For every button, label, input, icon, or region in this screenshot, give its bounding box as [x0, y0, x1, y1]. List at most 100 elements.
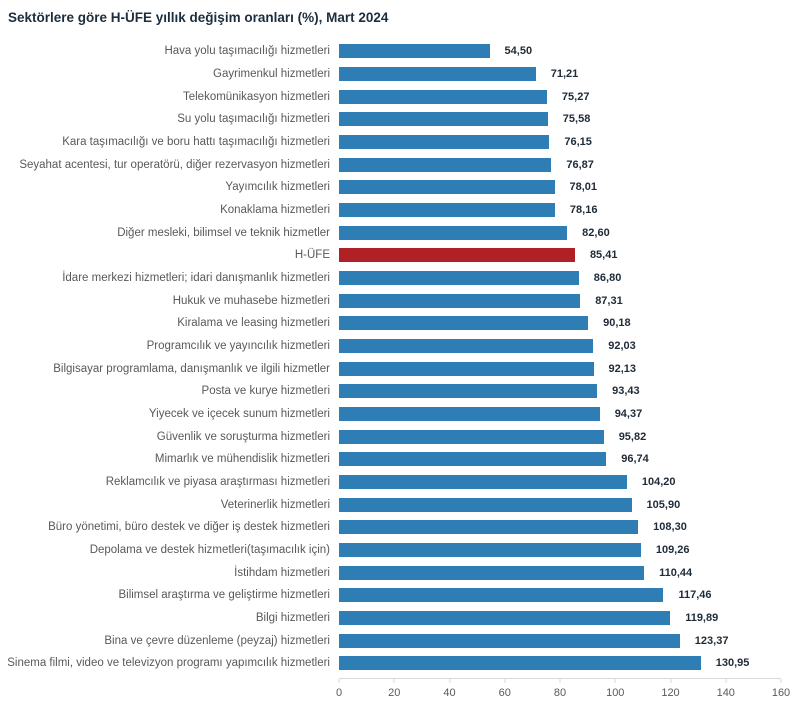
bar[interactable]	[339, 112, 548, 127]
x-tick-label: 20	[388, 686, 401, 699]
x-tick-mark	[780, 678, 782, 683]
category-label: Telekomünikasyon hizmetleri	[182, 90, 330, 103]
x-tick-label: 0	[335, 686, 343, 699]
value-label: 75,27	[561, 90, 590, 103]
bar[interactable]	[339, 89, 547, 104]
bar[interactable]	[339, 135, 550, 150]
bar-row: Reklamcılık ve piyasa araştırması hizmet…	[0, 471, 811, 494]
bar-row: Yiyecek ve içecek sunum hizmetleri 94,37	[0, 403, 811, 426]
bar-row: İdare merkezi hizmetleri; idari danışman…	[0, 267, 811, 290]
bar[interactable]	[339, 497, 632, 512]
bar[interactable]	[339, 248, 575, 263]
bar-row: Mimarlık ve mühendislik hizmetleri 96,74	[0, 448, 811, 471]
bar[interactable]	[339, 565, 645, 580]
bar-track: 94,37	[339, 407, 781, 422]
bar[interactable]	[339, 203, 555, 218]
category-label: Seyahat acentesi, tur operatörü, diğer r…	[19, 158, 330, 171]
bar-row: Güvenlik ve soruşturma hizmetleri 95,82	[0, 425, 811, 448]
bar-track: 130,95	[339, 656, 781, 671]
category-label: Gayrimenkul hizmetleri	[213, 68, 330, 80]
bar-row: Bilgi hizmetleri 119,89	[0, 607, 811, 630]
bar-track: 71,21	[339, 67, 781, 81]
bar-row: Telekomünikasyon hizmetleri 75,27	[0, 85, 811, 108]
bar[interactable]	[339, 384, 598, 399]
category-label: Veterinerlik hizmetleri	[220, 498, 330, 511]
bar-track: 76,87	[339, 157, 781, 172]
bar[interactable]	[339, 271, 579, 286]
x-tick-label: 40	[443, 686, 456, 699]
value-label: 110,44	[659, 566, 693, 579]
bar[interactable]	[339, 67, 536, 81]
bar-row: H-ÜFE 85,41	[0, 244, 811, 267]
bar-row: Bina ve çevre düzenleme (peyzaj) hizmetl…	[0, 629, 811, 652]
value-label: 82,60	[582, 226, 610, 239]
category-label: Bilgi hizmetleri	[255, 612, 330, 625]
x-tick-mark	[504, 678, 506, 683]
bar[interactable]	[339, 656, 701, 671]
bar[interactable]	[339, 180, 555, 195]
bar-track: 54,50	[339, 44, 781, 59]
bar-row: Konaklama hizmetleri 78,16	[0, 199, 811, 222]
bar[interactable]	[339, 475, 627, 490]
bar[interactable]	[339, 293, 581, 308]
category-label: Yayımcılık hizmetleri	[225, 181, 330, 194]
category-label: Yiyecek ve içecek sunum hizmetleri	[148, 408, 330, 421]
x-axis-row: 0 20 40 60 80 100 120 140 160	[0, 677, 811, 705]
bar[interactable]	[339, 543, 641, 558]
bar-track: 93,43	[339, 384, 781, 399]
category-label: Programcılık ve yayıncılık hizmetleri	[146, 340, 330, 353]
bar[interactable]	[339, 633, 680, 648]
x-axis-spacer	[0, 678, 339, 705]
bar-row: Seyahat acentesi, tur operatörü, diğer r…	[0, 153, 811, 176]
bar-track: 95,82	[339, 429, 781, 444]
bar-row: Veterinerlik hizmetleri 105,90	[0, 493, 811, 516]
bar-row: Büro yönetimi, büro destek ve diğer iş d…	[0, 516, 811, 539]
bar-row: Depolama ve destek hizmetleri(taşımacılı…	[0, 539, 811, 562]
bar[interactable]	[339, 361, 594, 376]
x-axis: 0 20 40 60 80 100 120 140 160	[335, 677, 790, 705]
bar-row: Sinema filmi, video ve televizyon progra…	[0, 652, 811, 675]
bar-track: 123,37	[339, 633, 781, 648]
value-label: 130,95	[715, 657, 750, 670]
bar[interactable]	[339, 316, 589, 331]
bar[interactable]	[339, 44, 490, 59]
value-label: 123,37	[694, 634, 729, 647]
bar[interactable]	[339, 452, 607, 467]
x-tick-label: 160	[771, 686, 791, 699]
value-label: 96,74	[621, 453, 649, 466]
value-label: 92,13	[608, 362, 637, 375]
value-label: 90,18	[603, 317, 631, 330]
x-tick-label: 100	[606, 686, 625, 699]
category-label: Mimarlık ve mühendislik hizmetleri	[154, 453, 330, 466]
value-label: 92,03	[608, 340, 636, 353]
bar-track: 92,03	[339, 339, 781, 354]
bar-row: Su yolu taşımacılığı hizmetleri 75,58	[0, 108, 811, 131]
bar-track: 76,15	[339, 135, 781, 150]
bar-track: 78,01	[339, 180, 781, 195]
category-label: Konaklama hizmetleri	[220, 204, 330, 217]
bar-track: 82,60	[339, 225, 781, 240]
x-tick-mark	[725, 678, 727, 683]
bar[interactable]	[339, 520, 639, 535]
value-label: 78,01	[569, 181, 598, 194]
value-label: 95,82	[618, 430, 647, 443]
x-tick-mark	[338, 678, 340, 683]
bar-row: Kiralama ve leasing hizmetleri 90,18	[0, 312, 811, 335]
bar-track: 78,16	[339, 203, 781, 218]
value-label: 86,80	[593, 272, 622, 285]
category-label: Depolama ve destek hizmetleri(taşımacılı…	[89, 544, 330, 557]
category-label: Kiralama ve leasing hizmetleri	[177, 317, 330, 330]
bar[interactable]	[339, 407, 600, 422]
bar-track: 86,80	[339, 271, 781, 286]
bar[interactable]	[339, 611, 671, 626]
bar[interactable]	[339, 339, 594, 354]
bar[interactable]	[339, 588, 664, 603]
category-label: Reklamcılık ve piyasa araştırması hizmet…	[105, 476, 330, 489]
bar[interactable]	[339, 225, 568, 240]
bar[interactable]	[339, 157, 552, 172]
bar[interactable]	[339, 429, 604, 444]
value-label: 75,58	[562, 113, 591, 126]
value-label: 119,89	[685, 612, 719, 625]
bar-track: 75,58	[339, 112, 781, 127]
value-label: 109,26	[655, 544, 690, 557]
